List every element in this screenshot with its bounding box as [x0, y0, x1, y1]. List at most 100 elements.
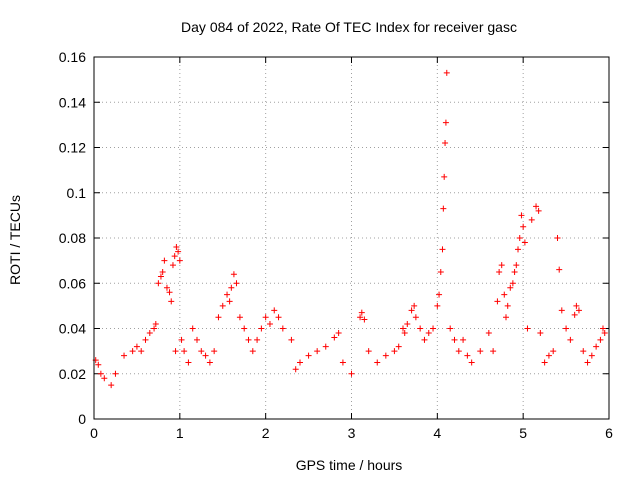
data-point	[513, 262, 520, 269]
data-point	[266, 320, 273, 327]
data-point	[535, 207, 542, 214]
data-point	[138, 348, 145, 355]
data-point	[202, 352, 209, 359]
data-point	[157, 273, 164, 280]
y-tick-label: 0.02	[59, 366, 86, 382]
data-point	[129, 348, 136, 355]
data-point	[411, 302, 418, 309]
data-point	[175, 248, 182, 255]
data-point	[236, 314, 243, 321]
x-tick-label: 3	[348, 425, 356, 441]
data-point	[468, 359, 475, 366]
y-tick-label: 0.16	[59, 49, 86, 65]
x-tick-label: 2	[262, 425, 270, 441]
data-point	[490, 348, 497, 355]
data-point	[496, 268, 503, 275]
data-point	[233, 280, 240, 287]
data-point	[288, 336, 295, 343]
data-point	[434, 302, 441, 309]
data-point	[573, 302, 580, 309]
data-point	[361, 316, 368, 323]
data-point	[442, 139, 449, 146]
data-point	[575, 307, 582, 314]
data-point	[155, 280, 162, 287]
data-point	[545, 352, 552, 359]
data-point	[436, 291, 443, 298]
data-point	[189, 325, 196, 332]
data-point	[161, 257, 168, 264]
y-tick-label: 0.06	[59, 275, 86, 291]
data-point	[365, 348, 372, 355]
data-point	[584, 359, 591, 366]
data-point	[520, 223, 527, 230]
data-point	[357, 314, 364, 321]
data-point	[580, 348, 587, 355]
data-point	[601, 330, 608, 337]
data-point	[275, 314, 282, 321]
x-tick-label: 1	[176, 425, 184, 441]
data-point	[401, 330, 408, 337]
data-point	[163, 284, 170, 291]
data-point	[279, 325, 286, 332]
data-point	[211, 348, 218, 355]
data-point	[181, 348, 188, 355]
data-point	[554, 235, 561, 241]
data-point	[521, 239, 528, 246]
data-point	[241, 325, 248, 332]
data-point	[494, 298, 501, 305]
data-point	[358, 309, 365, 316]
data-point	[382, 352, 389, 359]
data-point	[404, 320, 411, 327]
data-point	[541, 359, 548, 366]
data-point	[108, 382, 115, 389]
data-point	[425, 330, 432, 337]
x-tick-label: 4	[433, 425, 441, 441]
data-point	[597, 336, 604, 343]
data-points	[92, 69, 608, 389]
data-point	[249, 348, 256, 355]
x-axis-label: GPS time / hours	[296, 457, 403, 473]
data-point	[567, 336, 574, 343]
data-point	[556, 266, 563, 273]
data-point	[451, 336, 458, 343]
data-point	[219, 302, 226, 309]
data-point	[297, 359, 303, 366]
data-point	[166, 289, 173, 296]
y-tick-label: 0.04	[59, 321, 86, 337]
data-point	[224, 291, 231, 298]
y-tick-label: 0.12	[59, 140, 86, 156]
data-point	[133, 343, 140, 350]
data-point	[230, 271, 237, 278]
data-point	[563, 325, 570, 332]
data-point	[258, 325, 265, 332]
data-point	[412, 314, 419, 321]
x-tick-label: 5	[519, 425, 527, 441]
data-point	[262, 314, 269, 321]
data-point	[515, 246, 522, 253]
data-point	[400, 325, 406, 332]
data-point	[152, 320, 159, 327]
data-point	[421, 336, 428, 343]
data-point	[395, 343, 402, 350]
data-point	[339, 359, 346, 366]
data-point	[501, 291, 508, 298]
data-point	[305, 352, 312, 359]
data-point	[97, 370, 104, 377]
y-tick-label: 0	[78, 411, 86, 427]
data-point	[537, 330, 544, 337]
data-point	[348, 370, 355, 377]
data-point	[335, 330, 342, 337]
plot-frame	[93, 56, 610, 420]
data-point	[245, 336, 252, 343]
data-point	[206, 359, 213, 366]
data-point	[121, 352, 128, 359]
data-point	[198, 348, 205, 355]
data-point	[374, 359, 381, 366]
data-point	[571, 311, 578, 318]
data-point	[226, 298, 233, 305]
y-tick-label: 0.14	[59, 94, 86, 110]
data-point	[228, 284, 235, 291]
data-point	[504, 302, 511, 309]
data-point	[599, 325, 606, 332]
data-point	[588, 352, 595, 359]
